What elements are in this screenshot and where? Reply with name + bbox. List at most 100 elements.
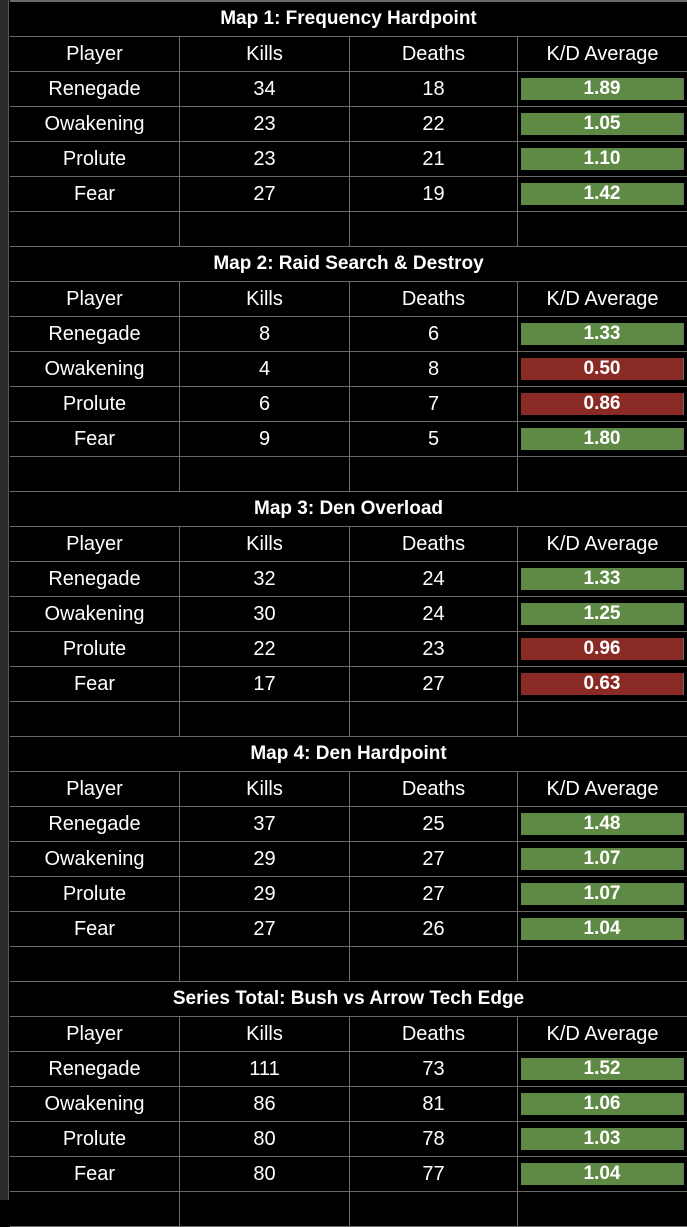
deaths-cell[interactable]: 23 [350, 632, 518, 666]
empty-cell[interactable] [518, 212, 687, 246]
kd-cell[interactable]: 1.04 [518, 1157, 687, 1191]
empty-cell[interactable] [180, 212, 350, 246]
player-cell[interactable]: Fear [10, 912, 180, 946]
empty-cell[interactable] [10, 1192, 180, 1226]
player-cell[interactable]: Prolute [10, 142, 180, 176]
player-header[interactable]: Player [10, 1017, 180, 1051]
kd-cell[interactable]: 0.63 [518, 667, 687, 701]
player-cell[interactable]: Renegade [10, 72, 180, 106]
player-cell[interactable]: Fear [10, 177, 180, 211]
deaths-cell[interactable]: 7 [350, 387, 518, 421]
kills-cell[interactable]: 22 [180, 632, 350, 666]
kills-cell[interactable]: 29 [180, 877, 350, 911]
deaths-cell[interactable]: 27 [350, 842, 518, 876]
player-cell[interactable]: Owakening [10, 597, 180, 631]
empty-cell[interactable] [10, 702, 180, 736]
empty-cell[interactable] [10, 457, 180, 491]
kills-cell[interactable]: 80 [180, 1122, 350, 1156]
player-cell[interactable]: Fear [10, 1157, 180, 1191]
player-header[interactable]: Player [10, 772, 180, 806]
deaths-cell[interactable]: 22 [350, 107, 518, 141]
kd-cell[interactable]: 1.48 [518, 807, 687, 841]
deaths-header[interactable]: Deaths [350, 1017, 518, 1051]
map-title[interactable]: Map 4: Den Hardpoint [10, 737, 687, 772]
deaths-cell[interactable]: 73 [350, 1052, 518, 1086]
empty-cell[interactable] [350, 1192, 518, 1226]
kills-cell[interactable]: 29 [180, 842, 350, 876]
kills-cell[interactable]: 37 [180, 807, 350, 841]
kd-cell[interactable]: 1.10 [518, 142, 687, 176]
player-cell[interactable]: Prolute [10, 387, 180, 421]
deaths-cell[interactable]: 27 [350, 667, 518, 701]
row-gutter[interactable] [0, 0, 9, 1200]
kd-cell[interactable]: 0.86 [518, 387, 687, 421]
kills-cell[interactable]: 8 [180, 317, 350, 351]
deaths-cell[interactable]: 19 [350, 177, 518, 211]
player-cell[interactable]: Owakening [10, 107, 180, 141]
player-cell[interactable]: Renegade [10, 807, 180, 841]
kd-cell[interactable]: 0.50 [518, 352, 687, 386]
kd-cell[interactable]: 1.42 [518, 177, 687, 211]
map-title[interactable]: Series Total: Bush vs Arrow Tech Edge [10, 982, 687, 1017]
deaths-cell[interactable]: 78 [350, 1122, 518, 1156]
empty-cell[interactable] [350, 457, 518, 491]
player-cell[interactable]: Fear [10, 422, 180, 456]
deaths-header[interactable]: Deaths [350, 37, 518, 71]
kills-cell[interactable]: 80 [180, 1157, 350, 1191]
kd-cell[interactable]: 1.33 [518, 317, 687, 351]
kills-cell[interactable]: 23 [180, 142, 350, 176]
kd-cell[interactable]: 1.52 [518, 1052, 687, 1086]
empty-cell[interactable] [518, 702, 687, 736]
player-cell[interactable]: Renegade [10, 562, 180, 596]
kd-cell[interactable]: 1.80 [518, 422, 687, 456]
empty-cell[interactable] [350, 947, 518, 981]
kd-cell[interactable]: 1.25 [518, 597, 687, 631]
player-cell[interactable]: Prolute [10, 877, 180, 911]
player-cell[interactable]: Renegade [10, 1052, 180, 1086]
empty-cell[interactable] [518, 457, 687, 491]
kills-cell[interactable]: 32 [180, 562, 350, 596]
kd-cell[interactable]: 1.89 [518, 72, 687, 106]
deaths-cell[interactable]: 8 [350, 352, 518, 386]
deaths-header[interactable]: Deaths [350, 282, 518, 316]
kills-cell[interactable]: 4 [180, 352, 350, 386]
kd-cell[interactable]: 0.96 [518, 632, 687, 666]
kd-header[interactable]: K/D Average [546, 287, 659, 310]
deaths-header[interactable]: Deaths [350, 527, 518, 561]
kills-cell[interactable]: 9 [180, 422, 350, 456]
deaths-cell[interactable]: 77 [350, 1157, 518, 1191]
kills-cell[interactable]: 34 [180, 72, 350, 106]
deaths-cell[interactable]: 18 [350, 72, 518, 106]
player-cell[interactable]: Prolute [10, 1122, 180, 1156]
deaths-cell[interactable]: 6 [350, 317, 518, 351]
deaths-cell[interactable]: 81 [350, 1087, 518, 1121]
kills-cell[interactable]: 27 [180, 177, 350, 211]
kills-cell[interactable]: 86 [180, 1087, 350, 1121]
kd-cell[interactable]: 1.06 [518, 1087, 687, 1121]
map-title[interactable]: Map 3: Den Overload [10, 492, 687, 527]
player-cell[interactable]: Prolute [10, 632, 180, 666]
player-cell[interactable]: Owakening [10, 352, 180, 386]
kills-header[interactable]: Kills [180, 282, 350, 316]
kills-cell[interactable]: 6 [180, 387, 350, 421]
player-header[interactable]: Player [10, 282, 180, 316]
kd-header[interactable]: K/D Average [546, 532, 659, 555]
player-cell[interactable]: Owakening [10, 1087, 180, 1121]
kd-cell[interactable]: 1.04 [518, 912, 687, 946]
player-cell[interactable]: Owakening [10, 842, 180, 876]
kills-header[interactable]: Kills [180, 1017, 350, 1051]
kills-cell[interactable]: 30 [180, 597, 350, 631]
kills-header[interactable]: Kills [180, 527, 350, 561]
deaths-cell[interactable]: 24 [350, 562, 518, 596]
empty-cell[interactable] [180, 947, 350, 981]
deaths-cell[interactable]: 25 [350, 807, 518, 841]
empty-cell[interactable] [350, 212, 518, 246]
kills-cell[interactable]: 17 [180, 667, 350, 701]
empty-cell[interactable] [10, 947, 180, 981]
kd-cell[interactable]: 1.03 [518, 1122, 687, 1156]
kd-cell[interactable]: 1.33 [518, 562, 687, 596]
deaths-header[interactable]: Deaths [350, 772, 518, 806]
deaths-cell[interactable]: 26 [350, 912, 518, 946]
kd-cell[interactable]: 1.05 [518, 107, 687, 141]
kd-header[interactable]: K/D Average [546, 1022, 659, 1045]
